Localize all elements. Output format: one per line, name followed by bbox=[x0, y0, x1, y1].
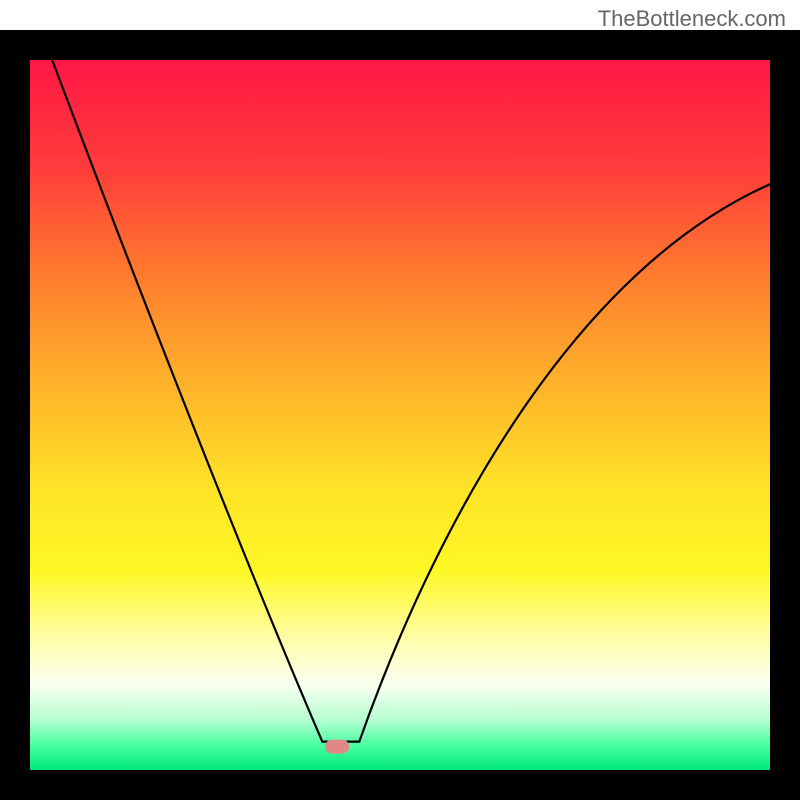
chart-container: TheBottleneck.com bbox=[0, 0, 800, 800]
chart-frame bbox=[0, 30, 800, 800]
optimal-point-marker bbox=[325, 740, 349, 754]
bottleneck-chart bbox=[0, 30, 800, 800]
chart-plot-area bbox=[30, 60, 770, 770]
watermark-text: TheBottleneck.com bbox=[598, 6, 786, 32]
